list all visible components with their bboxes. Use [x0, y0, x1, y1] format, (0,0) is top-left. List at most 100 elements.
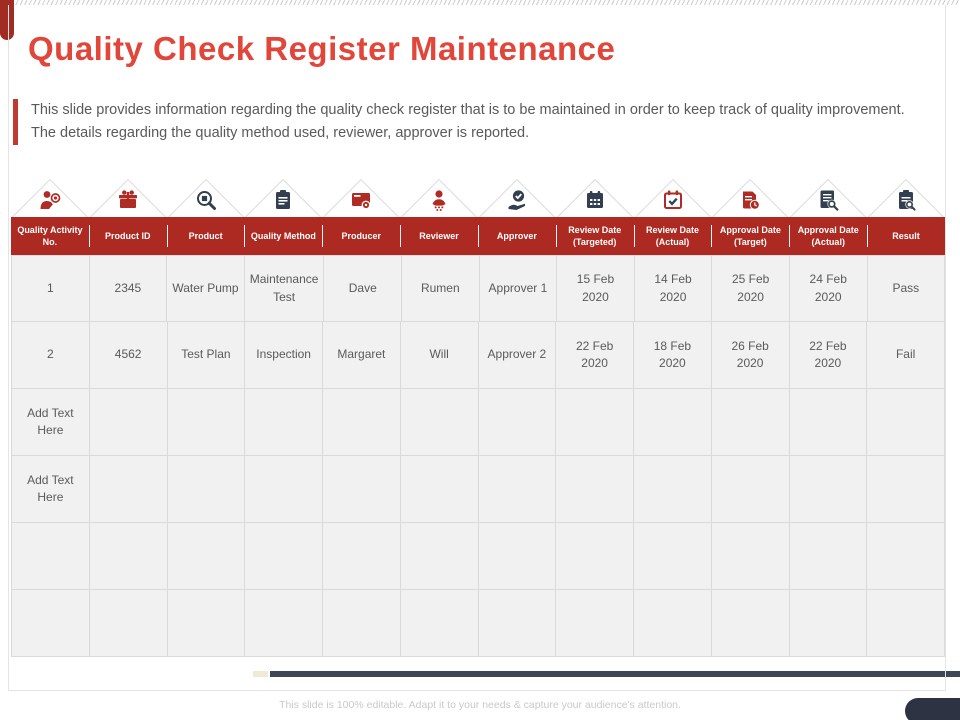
column-header: Quality Method [244, 217, 322, 255]
table-cell [867, 389, 945, 456]
table-cell [323, 389, 401, 456]
footer-note: This slide is 100% editable. Adapt it to… [279, 699, 681, 711]
column-header: Approval Date (Target) [711, 217, 789, 255]
column-icon-cell [89, 177, 167, 256]
table-cell: 24 Feb 2020 [789, 255, 868, 322]
column-icon-cell [634, 177, 712, 256]
table-cell [789, 523, 868, 590]
table-cell [245, 456, 323, 523]
table-cell: 1 [12, 255, 90, 322]
table-cell [400, 590, 479, 657]
column-header: Product [166, 217, 245, 255]
add-text-placeholder-cell[interactable]: Add Text Here [12, 456, 90, 523]
table-cell [245, 389, 323, 456]
column-icon-cell [789, 177, 867, 256]
table-cell [867, 456, 945, 523]
table-cell: Margaret [323, 322, 401, 389]
column-icon-cell [11, 177, 89, 256]
table-cell [323, 523, 401, 590]
column-header: Approver [477, 217, 556, 255]
clipboard-icon [271, 188, 295, 212]
card-gear-icon [349, 188, 373, 212]
table-row: Add Text Here [12, 389, 945, 456]
table-cell [245, 523, 323, 590]
column-header: Review Date (Actual) [633, 217, 712, 255]
table-cell [478, 456, 557, 523]
person-target-icon [38, 188, 62, 212]
column-icon-cell [400, 177, 478, 256]
column-icon-cell [244, 177, 322, 256]
gift-icon [116, 188, 140, 212]
table-cell: Test Plan [167, 322, 246, 389]
table-cell [167, 389, 246, 456]
table-cell [89, 389, 168, 456]
table-cell [634, 389, 712, 456]
table-cell [789, 389, 868, 456]
column-header: Result [867, 217, 945, 255]
table-row [12, 523, 945, 590]
column-header: Quality Activity No. [17, 224, 83, 247]
column-icon-cell [711, 177, 789, 256]
table-cell: 22 Feb 2020 [789, 322, 868, 389]
table-cell: Dave [324, 255, 403, 322]
table-cell: Inspection [245, 322, 323, 389]
table-row: Add Text Here [12, 456, 945, 523]
table-cell: 2345 [89, 255, 168, 322]
table-cell [245, 590, 323, 657]
table-cell [167, 456, 246, 523]
top-hatch-decoration [0, 0, 960, 5]
table-cell [556, 456, 634, 523]
column-header: Product ID [88, 217, 167, 255]
column-header: Approval Date (Actual) [789, 217, 867, 255]
top-left-accent [0, 0, 14, 40]
column-icons-row [11, 177, 945, 256]
table-cell [89, 590, 168, 657]
column-icon-cell [167, 177, 245, 256]
add-text-placeholder-cell[interactable]: Add Text Here [12, 389, 90, 456]
column-icon-cell [556, 177, 634, 256]
description-text: This slide provides information regardin… [31, 102, 905, 142]
divider-bar [270, 671, 960, 677]
search-product-icon [194, 188, 218, 212]
table-cell: 22 Feb 2020 [556, 322, 634, 389]
table-cell [400, 389, 479, 456]
calendar-icon [583, 188, 607, 212]
table-cell: Pass [867, 255, 946, 322]
table-cell [400, 456, 479, 523]
table-cell: 2 [12, 322, 90, 389]
table-cell [711, 590, 790, 657]
table-row [12, 590, 945, 657]
table-cell: 14 Feb 2020 [634, 255, 713, 322]
table-cell [867, 523, 945, 590]
table-cell [167, 523, 246, 590]
table-cell [789, 590, 868, 657]
table-cell [556, 523, 634, 590]
table-cell: 26 Feb 2020 [711, 322, 790, 389]
table-row: 2 4562 Test Plan Inspection Margaret Will Appr… [12, 322, 945, 389]
table-cell [167, 590, 246, 657]
table-cell [12, 590, 90, 657]
table-cell: Rumen [402, 255, 480, 322]
table-cell [556, 590, 634, 657]
column-header: Producer [322, 217, 400, 255]
clipboard-search-icon [894, 188, 918, 212]
table-cell [711, 389, 790, 456]
table-cell: Maintenance Test [244, 255, 325, 322]
table-cell [323, 456, 401, 523]
quality-register-table: Quality Activity No. Product ID Product Qua… [11, 177, 946, 657]
hand-check-icon [505, 188, 529, 212]
table-cell [634, 590, 712, 657]
table-cell [89, 456, 168, 523]
column-icon-cell [867, 177, 945, 256]
table-cell: Will [400, 322, 479, 389]
calendar-check-icon [661, 188, 685, 212]
table-cell [867, 590, 945, 657]
table-cell: Fail [867, 322, 945, 389]
table-cell [323, 590, 401, 657]
table-cell [634, 523, 712, 590]
table-cell: Approver 2 [478, 322, 557, 389]
table-cell [478, 590, 557, 657]
description-block: This slide provides information regardin… [13, 99, 921, 146]
table-cell [478, 523, 557, 590]
